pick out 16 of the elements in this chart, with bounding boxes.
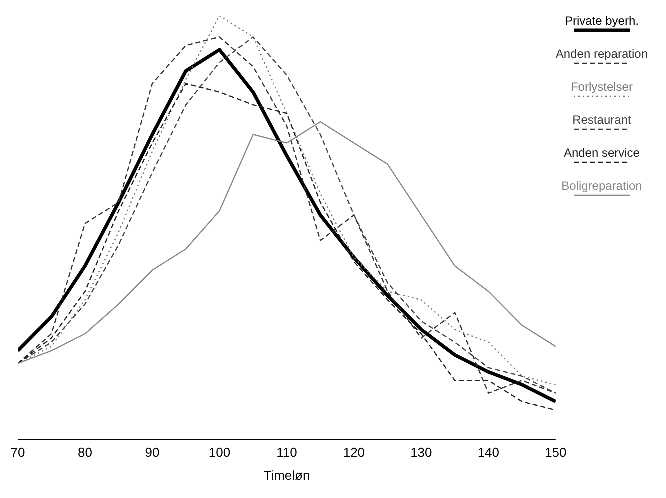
x-tick-label: 150 (545, 445, 567, 460)
x-tick-label: 120 (343, 445, 366, 460)
x-tick-label: 110 (276, 445, 298, 460)
x-tick-label: 70 (10, 445, 26, 460)
text: Boligreparation (562, 179, 642, 193)
x-tick-label: 130 (410, 445, 432, 460)
text: Anden service (564, 146, 640, 160)
text: Restaurant (572, 113, 632, 127)
text: Private byerh. (564, 14, 639, 28)
text: Anden reparation (556, 47, 648, 61)
x-tick-label: 140 (478, 445, 500, 460)
x-axis-title: Timeløn (264, 468, 310, 483)
text: Forlystelser (570, 80, 633, 94)
x-tick-label: 80 (78, 445, 92, 460)
x-tick-label: 90 (145, 445, 160, 460)
x-tick-label: 100 (208, 445, 231, 460)
